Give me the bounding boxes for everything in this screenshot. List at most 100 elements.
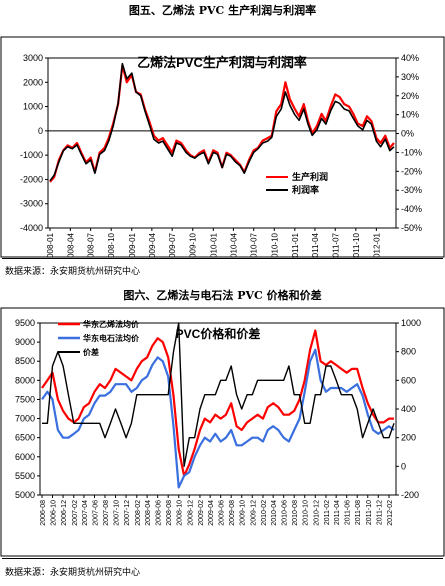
left-tick-label: 9500 [15,318,35,328]
x-tick-label: 2010-02 [261,500,268,526]
x-tick-label: 2009-10 [189,232,198,258]
left-tick-label: -2000 [20,174,43,184]
x-tick-label: 2008-12 [187,500,194,526]
right-tick-label: -40% [401,204,422,214]
right-tick-label: 200 [401,433,416,443]
x-tick-label: 2009-02 [198,500,205,526]
left-tick-label: -4000 [20,223,43,233]
left-tick-label: 7000 [15,414,35,424]
left-tick-label: 2000 [23,77,43,87]
x-tick-label: 2010-12 [313,500,320,526]
left-tick-label: 7500 [15,394,35,404]
chart-frame [0,36,445,258]
x-tick-label: 2012-02 [387,500,394,526]
x-tick-label: 2010-06 [282,500,289,526]
x-tick-label: 2009-04 [148,232,157,258]
series-line-0 [41,329,394,477]
right-tick-label: 40% [401,53,419,63]
x-tick-label: 2010-04 [271,500,278,526]
x-tick-label: 2011-01 [291,232,300,258]
x-tick-label: 2009-07 [168,232,177,258]
left-tick-label: 8000 [15,375,35,385]
left-tick-label: -1000 [20,150,43,160]
x-tick-label: 2008-08 [166,500,173,526]
legend: 生产利润 利润率 [266,171,328,195]
right-tick-label: 600 [401,375,416,385]
series-line-1 [41,348,395,489]
x-tick-label: 2007-10 [114,500,121,526]
x-tick-label: 2011-12 [376,500,383,525]
legend-label-profit: 生产利润 [292,171,328,182]
series-line-1 [49,62,395,182]
plot-area [47,57,397,229]
x-tick-label: 2009-12 [250,500,257,526]
left-tick-label: 8500 [15,356,35,366]
x-tick-label: 2011-08 [355,500,362,525]
x-tick-label: 2011-10 [366,500,373,525]
right-tick-label: 20% [401,91,419,101]
x-tick-label: 2010-10 [303,500,310,526]
x-axis-ticks: 2006-08 2006-10 2006-12 2007-02 2007-04 2007-… [40,495,394,526]
right-tick-label: 400 [401,404,416,414]
figure-2-rule [2,558,443,559]
right-tick-label: -10% [401,147,422,157]
legend-label-carbide: 华东电石法均价 [83,333,140,343]
left-tick-label: -3000 [20,199,43,209]
left-tick-label: 0 [38,126,43,136]
right-tick-label: -30% [401,185,422,195]
chart-title: 乙烯法PVC生产利润与利润率 [137,55,307,70]
x-tick-label: 2007-06 [92,500,99,526]
x-tick-label: 2006-08 [40,500,47,526]
x-tick-label: 2009-04 [208,500,215,526]
left-tick-label: 5500 [15,471,35,481]
x-tick-label: 2009-06 [219,500,226,526]
x-tick-label: 2011-06 [345,500,352,525]
chart-frame [0,307,445,557]
left-axis-ticks: 5000 5500 6000 6500 7000 7500 8000 8500 9000 9500 [15,318,40,500]
right-tick-label: 0 [401,461,406,471]
series-lines [41,322,395,489]
series-line-0 [49,64,395,183]
legend-label-margin: 利润率 [291,184,319,195]
profit-chart: -4000 -3000 -2000 -1000 0 1000 2000 3000 -50% -4… [0,36,445,258]
x-tick-label: 2007-08 [103,500,110,526]
x-tick-label: 2009-10 [240,500,247,526]
x-tick-label: 2007-04 [82,500,89,526]
x-tick-label: 2011-07 [331,232,340,258]
right-tick-label: 30% [401,72,419,82]
left-tick-label: 3000 [23,53,43,63]
x-tick-label: 2009-01 [128,232,137,258]
x-tick-label: 2011-02 [324,500,331,525]
left-tick-label: 9000 [15,337,35,347]
x-tick-label: 2007-12 [124,500,131,526]
figure-2-caption: 图六、乙烯法与电石法 PVC 价格和价差 [123,289,322,302]
figure-1-source: 数据来源：永安期货杭州研究中心 [5,267,141,277]
x-tick-label: 2008-04 [66,232,75,258]
left-tick-label: 5000 [15,490,35,500]
x-tick-label: 2010-07 [250,232,259,258]
right-tick-label: 800 [401,347,416,357]
x-tick-label: 2008-06 [156,500,163,526]
left-tick-label: 1000 [23,102,43,112]
x-tick-label: 2010-01 [209,232,218,258]
left-tick-label: 6500 [15,433,35,443]
right-axis-ticks: -200 0 200 400 600 800 1000 [396,318,421,500]
x-tick-label: 2010-04 [229,232,238,258]
x-tick-label: 2008-04 [145,500,152,526]
x-axis-ticks: 2008-01 2008-04 2008-07 2008-10 2009-01 2009-… [46,228,381,258]
right-tick-label: 1000 [401,318,421,328]
price-chart: 5000550060006500700075008000850090009500… [0,307,445,557]
x-tick-label: 2010-08 [292,500,299,526]
left-tick-label: 6000 [15,452,35,462]
x-tick-label: 2009-08 [229,500,236,526]
figure-1-caption: 图五、乙烯法 PVC 生产利润与利润率 [128,4,317,17]
figure-2-source: 数据来源：永安期货杭州研究中心 [5,568,141,578]
legend: 华东乙烯法均价 华东电石法均价 价差 [58,319,140,357]
x-tick-label: 2006-10 [51,500,58,526]
x-tick-label: 2008-10 [107,232,116,258]
x-tick-label: 2007-02 [72,500,79,526]
chart-title: PVC价格和价差 [176,326,261,341]
series-lines [49,62,395,183]
right-tick-label: -20% [401,166,422,176]
right-tick-label: -50% [401,223,422,233]
